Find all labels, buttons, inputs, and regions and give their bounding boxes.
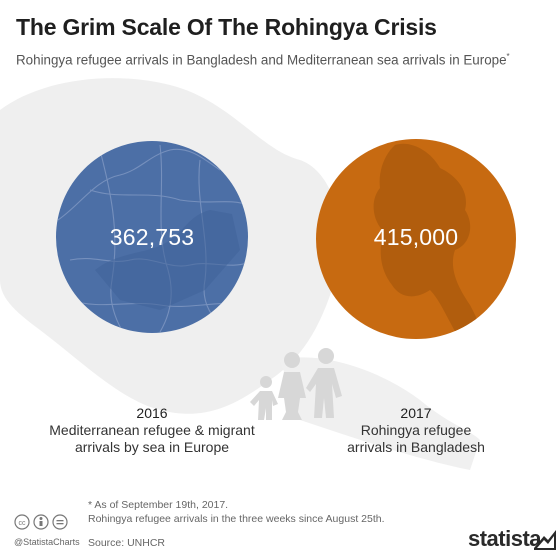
bangladesh-caption-line-1: Rohingya refugee — [360, 422, 472, 438]
family-silhouette-icon — [250, 348, 342, 420]
europe-caption-line-1: Mediterranean refugee & migrant — [49, 422, 255, 438]
bangladesh-caption-line-2: arrivals in Bangladesh — [347, 439, 485, 455]
source-note: Source: UNHCR — [88, 537, 166, 549]
footnote: * As of September 19th, 2017. Rohingya r… — [88, 498, 468, 526]
europe-value-label: 362,753 — [109, 224, 195, 250]
twitter-handle[interactable]: @StatistaCharts — [14, 537, 80, 547]
myanmar-bubble — [316, 139, 516, 339]
footnote-line-1: * As of September 19th, 2017. — [88, 499, 229, 511]
bangladesh-caption: 2017 Rohingya refugee arrivals in Bangla… — [306, 405, 526, 456]
bangladesh-year: 2017 — [400, 405, 432, 421]
statista-logo[interactable]: statista — [468, 526, 542, 551]
footnote-line-2: Rohingya refugee arrivals in the three w… — [88, 513, 385, 525]
statista-logo-icon — [534, 530, 556, 550]
svg-text:cc: cc — [19, 520, 27, 527]
subtitle-footnote-mark: * — [506, 52, 510, 61]
chart-subtitle: Rohingya refugee arrivals in Bangladesh … — [16, 52, 552, 67]
europe-caption-line-2: arrivals by sea in Europe — [74, 439, 230, 455]
by-icon — [33, 514, 49, 530]
europe-bubble — [56, 141, 248, 333]
cc-icon — [14, 514, 30, 530]
bangladesh-value-label: 415,000 — [373, 224, 459, 250]
license-icons: cc — [14, 514, 68, 530]
equals-icon — [52, 514, 68, 530]
europe-year: 2016 — [136, 405, 168, 421]
europe-caption: 2016 Mediterranean refugee & migrant arr… — [42, 405, 262, 456]
subtitle-text: Rohingya refugee arrivals in Bangladesh … — [16, 52, 507, 68]
chart-title: The Grim Scale Of The Rohingya Crisis — [16, 14, 437, 40]
